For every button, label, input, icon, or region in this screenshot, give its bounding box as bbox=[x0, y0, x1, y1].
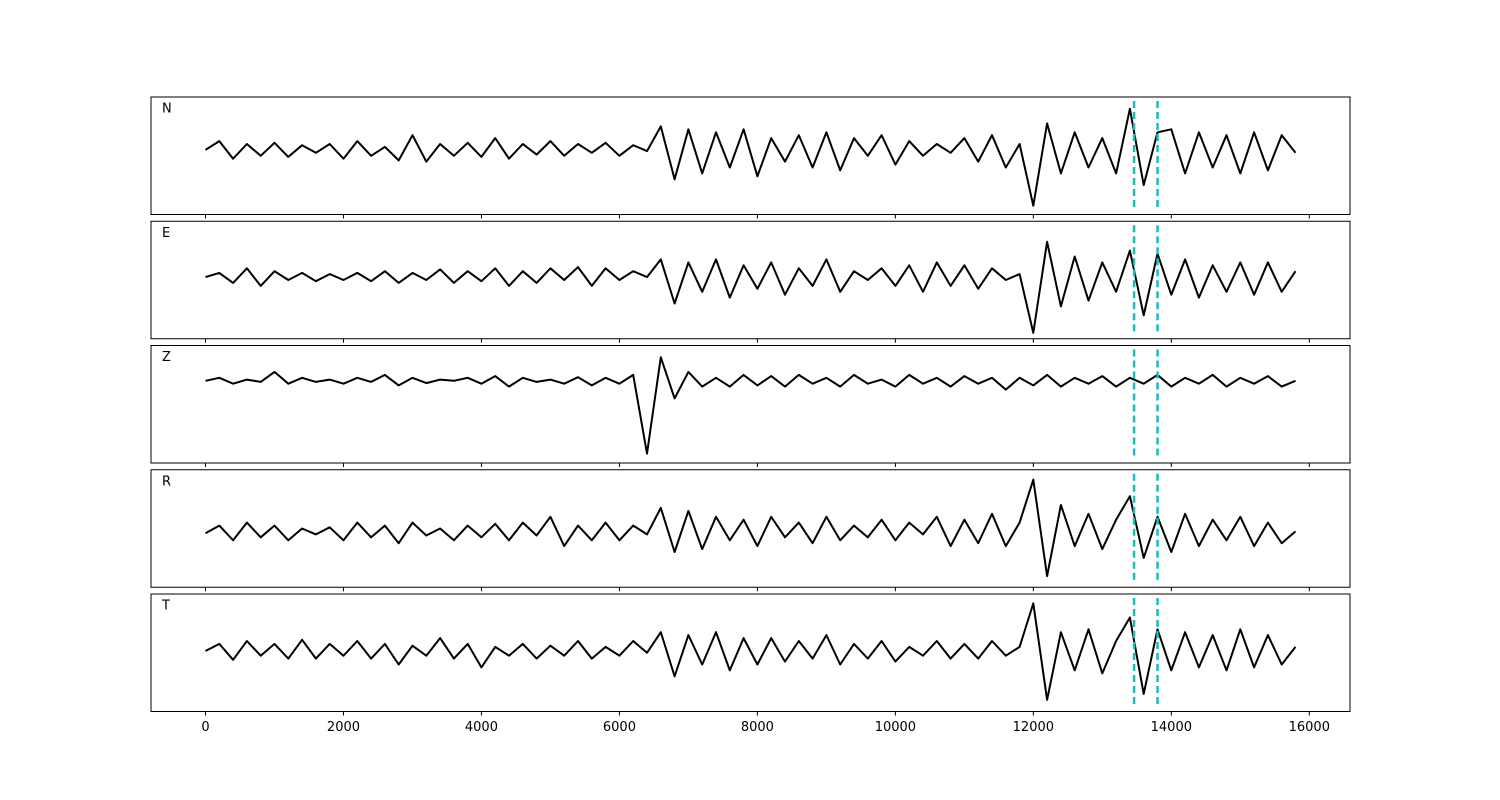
panel-label: E bbox=[162, 226, 170, 241]
trace bbox=[204, 107, 1297, 207]
x-tick-label: 2000 bbox=[327, 720, 360, 735]
trace bbox=[205, 356, 1296, 455]
trace bbox=[205, 602, 1297, 701]
panel-label: T bbox=[161, 599, 170, 614]
x-tick-label: 14000 bbox=[1151, 720, 1192, 735]
panel-label: Z bbox=[162, 350, 171, 365]
x-tick-label: 16000 bbox=[1289, 720, 1330, 735]
panel-frame bbox=[150, 220, 1351, 340]
panel-label: N bbox=[162, 102, 172, 117]
panel-frame bbox=[150, 345, 1351, 464]
panel-frame bbox=[150, 593, 1351, 712]
x-tick-label: 12000 bbox=[1013, 720, 1054, 735]
x-tick-label: 8000 bbox=[741, 720, 774, 735]
x-tick-label: 4000 bbox=[465, 720, 498, 735]
panel-label: R bbox=[162, 474, 171, 489]
panel-frame bbox=[150, 469, 1351, 588]
panel-frame bbox=[150, 96, 1351, 215]
trace bbox=[205, 478, 1297, 578]
x-tick-label: 0 bbox=[201, 720, 209, 735]
trace bbox=[205, 240, 1297, 334]
x-tick-label: 10000 bbox=[875, 720, 916, 735]
x-tick-label: 6000 bbox=[603, 720, 636, 735]
